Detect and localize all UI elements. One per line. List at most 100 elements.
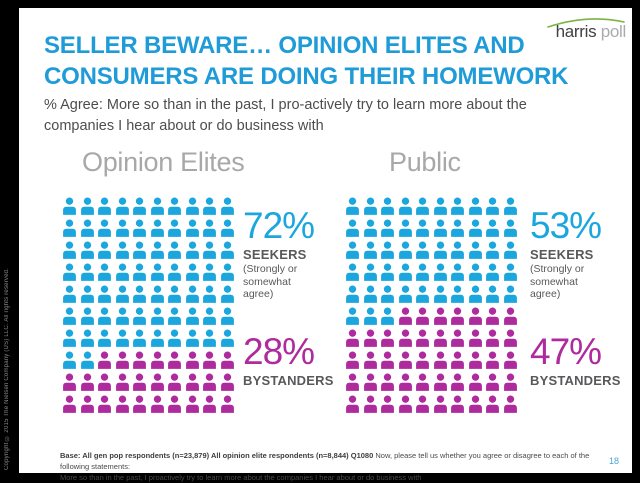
person-icon [433,219,447,237]
person-icon [381,241,394,259]
person-icon [203,373,216,391]
person-icon [346,241,359,259]
person-icon [150,329,164,347]
person-icon [98,373,111,391]
person-icon [220,285,234,303]
person-icon [150,219,164,237]
person-icon [468,197,482,215]
person-icon [150,285,164,303]
person-icon [451,373,464,391]
bystanders-label: BYSTANDERS [243,373,334,388]
person-icon [381,285,394,303]
person-icon [115,395,129,413]
person-icon [398,197,412,215]
slide: harris poll SELLER BEWARE… OPINION ELITE… [19,8,632,482]
person-icon [416,373,429,391]
person-icon [203,241,216,259]
person-icon [115,329,129,347]
person-icon [486,263,499,281]
person-icon [503,351,517,369]
person-icon [363,197,377,215]
person-icon [451,395,464,413]
person-icon [486,351,499,369]
person-icon [168,197,181,215]
page-number: 18 [608,456,619,466]
person-icon [168,263,181,281]
person-icon [381,263,394,281]
person-icon [133,285,146,303]
person-icon [80,219,94,237]
person-icon [381,329,394,347]
person-icon [80,197,94,215]
person-icon [203,329,216,347]
person-icon [503,395,517,413]
person-icon [220,307,234,325]
person-icon [416,329,429,347]
person-icon [416,241,429,259]
person-icon [363,263,377,281]
person-icon [381,373,394,391]
person-icon [115,373,129,391]
person-icon [63,285,76,303]
person-icon [220,395,234,413]
logo-swoosh-icon [547,18,625,28]
person-icon [468,285,482,303]
seekers-sublabel: (Strongly or somewhat agree) [530,263,585,300]
person-icon [503,241,517,259]
seekers-percent: 53% [530,205,602,246]
person-icon [98,263,111,281]
person-icon [115,197,129,215]
person-icon [133,219,146,237]
person-icon [63,351,76,369]
person-icon [416,219,429,237]
person-icon [346,351,359,369]
person-icon [63,395,76,413]
person-icon [220,373,234,391]
slide-title: SELLER BEWARE… OPINION ELITES AND CONSUM… [44,32,569,90]
person-icon [398,219,412,237]
person-icon [346,329,359,347]
person-icon [80,395,94,413]
person-icon [98,329,111,347]
person-icon [451,263,464,281]
person-icon [133,351,146,369]
person-icon [381,351,394,369]
person-icon [185,197,199,215]
person-icon [98,307,111,325]
person-icon [486,197,499,215]
logo-text-harris: harris [555,22,597,41]
person-icon [416,351,429,369]
person-icon [416,285,429,303]
person-icon [168,285,181,303]
person-icon [468,219,482,237]
person-icon [98,197,111,215]
person-icon [346,197,359,215]
seekers-percent: 72% [243,205,315,246]
public-bystanders-block: 47% BYSTANDERS [530,333,622,389]
person-icon [433,263,447,281]
person-icon [433,307,447,325]
person-icon [451,197,464,215]
person-icon [363,395,377,413]
person-icon [451,307,464,325]
person-icon [150,373,164,391]
person-icon [203,351,216,369]
person-icon [80,285,94,303]
person-icon [363,351,377,369]
person-icon [486,329,499,347]
person-icon [433,285,447,303]
person-icon [503,329,517,347]
person-icon [80,373,94,391]
pictogram-grid-opinion-elites [62,195,237,415]
person-icon [468,329,482,347]
person-icon [468,263,482,281]
person-icon [185,329,199,347]
person-icon [185,373,199,391]
person-icon [185,241,199,259]
person-icon [115,285,129,303]
person-icon [416,197,429,215]
person-icon [468,373,482,391]
person-icon [133,241,146,259]
person-icon [486,395,499,413]
person-icon [63,219,76,237]
